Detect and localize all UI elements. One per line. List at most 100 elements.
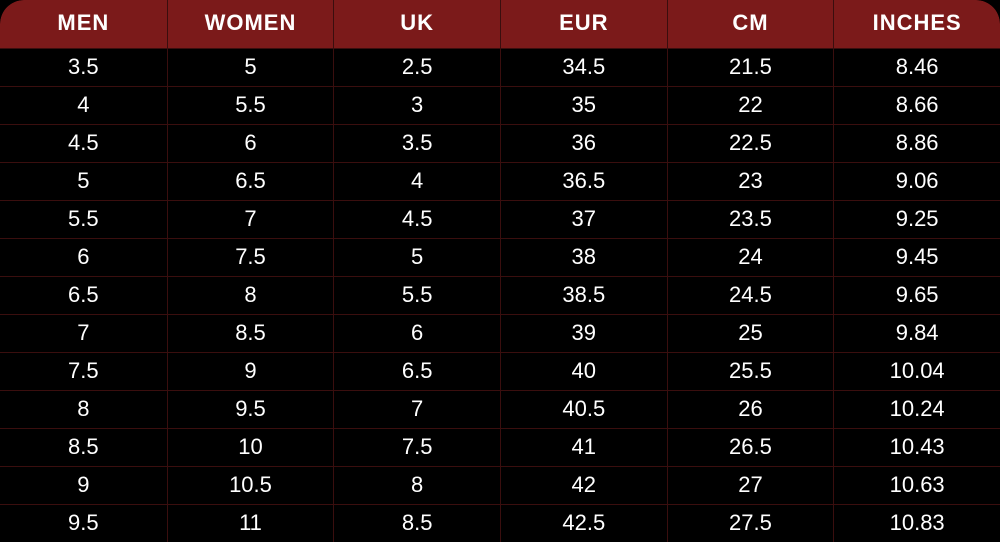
col-header-cm: CM <box>667 0 834 48</box>
table-cell: 5 <box>333 238 500 276</box>
table-cell: 7.5 <box>0 352 167 390</box>
col-header-uk: UK <box>333 0 500 48</box>
table-cell: 23.5 <box>667 200 834 238</box>
table-cell: 9.06 <box>833 162 1000 200</box>
table-cell: 9.25 <box>833 200 1000 238</box>
table-row: 56.5436.5239.06 <box>0 162 1000 200</box>
table-cell: 35 <box>500 86 667 124</box>
table-cell: 9.65 <box>833 276 1000 314</box>
table-cell: 26.5 <box>667 428 834 466</box>
table-cell: 38 <box>500 238 667 276</box>
table-cell: 4.5 <box>333 200 500 238</box>
table-row: 910.58422710.63 <box>0 466 1000 504</box>
table-cell: 8.66 <box>833 86 1000 124</box>
table-row: 45.5335228.66 <box>0 86 1000 124</box>
table-cell: 5 <box>0 162 167 200</box>
table-cell: 23 <box>667 162 834 200</box>
table-cell: 6.5 <box>333 352 500 390</box>
table-row: 7.596.54025.510.04 <box>0 352 1000 390</box>
table-cell: 6 <box>0 238 167 276</box>
table-cell: 8 <box>333 466 500 504</box>
table-cell: 3 <box>333 86 500 124</box>
table-cell: 42.5 <box>500 504 667 542</box>
table-cell: 10.04 <box>833 352 1000 390</box>
table-cell: 9 <box>0 466 167 504</box>
table-cell: 25 <box>667 314 834 352</box>
table-row: 4.563.53622.58.86 <box>0 124 1000 162</box>
table-cell: 36.5 <box>500 162 667 200</box>
table-cell: 3.5 <box>0 48 167 86</box>
table-cell: 5.5 <box>0 200 167 238</box>
table-cell: 38.5 <box>500 276 667 314</box>
table-cell: 9.5 <box>167 390 334 428</box>
table-cell: 11 <box>167 504 334 542</box>
table-cell: 8.46 <box>833 48 1000 86</box>
table-cell: 9.45 <box>833 238 1000 276</box>
table-cell: 8 <box>0 390 167 428</box>
table-cell: 6.5 <box>167 162 334 200</box>
col-header-women: WOMEN <box>167 0 334 48</box>
table-row: 3.552.534.521.58.46 <box>0 48 1000 86</box>
table-cell: 4 <box>0 86 167 124</box>
table-cell: 8.5 <box>0 428 167 466</box>
table-cell: 6 <box>333 314 500 352</box>
table-cell: 8 <box>167 276 334 314</box>
table-body: 3.552.534.521.58.4645.5335228.664.563.53… <box>0 48 1000 542</box>
table-cell: 10.24 <box>833 390 1000 428</box>
table-cell: 5.5 <box>167 86 334 124</box>
table-cell: 4 <box>333 162 500 200</box>
table-cell: 4.5 <box>0 124 167 162</box>
table-cell: 10 <box>167 428 334 466</box>
table-cell: 26 <box>667 390 834 428</box>
table-cell: 41 <box>500 428 667 466</box>
table-cell: 2.5 <box>333 48 500 86</box>
table-header-row: MEN WOMEN UK EUR CM INCHES <box>0 0 1000 48</box>
table-cell: 37 <box>500 200 667 238</box>
table-cell: 6.5 <box>0 276 167 314</box>
table-cell: 6 <box>167 124 334 162</box>
col-header-inches: INCHES <box>833 0 1000 48</box>
table-row: 9.5118.542.527.510.83 <box>0 504 1000 542</box>
table-row: 6.585.538.524.59.65 <box>0 276 1000 314</box>
table-cell: 7.5 <box>333 428 500 466</box>
table-row: 8.5107.54126.510.43 <box>0 428 1000 466</box>
table-cell: 34.5 <box>500 48 667 86</box>
table-cell: 7 <box>333 390 500 428</box>
table-cell: 40.5 <box>500 390 667 428</box>
table-row: 5.574.53723.59.25 <box>0 200 1000 238</box>
size-chart-table: MEN WOMEN UK EUR CM INCHES 3.552.534.521… <box>0 0 1000 542</box>
table-cell: 10.63 <box>833 466 1000 504</box>
table-cell: 25.5 <box>667 352 834 390</box>
table-cell: 24.5 <box>667 276 834 314</box>
table-cell: 5 <box>167 48 334 86</box>
col-header-eur: EUR <box>500 0 667 48</box>
table-cell: 8.5 <box>333 504 500 542</box>
table-cell: 27.5 <box>667 504 834 542</box>
table-cell: 9.84 <box>833 314 1000 352</box>
table-cell: 27 <box>667 466 834 504</box>
table-cell: 9 <box>167 352 334 390</box>
table-cell: 36 <box>500 124 667 162</box>
table-cell: 21.5 <box>667 48 834 86</box>
table-cell: 10.83 <box>833 504 1000 542</box>
table-cell: 9.5 <box>0 504 167 542</box>
table-row: 89.5740.52610.24 <box>0 390 1000 428</box>
table-row: 67.5538249.45 <box>0 238 1000 276</box>
table-cell: 7 <box>167 200 334 238</box>
table-cell: 7 <box>0 314 167 352</box>
table-cell: 22.5 <box>667 124 834 162</box>
table-cell: 10.5 <box>167 466 334 504</box>
table-row: 78.5639259.84 <box>0 314 1000 352</box>
table-cell: 42 <box>500 466 667 504</box>
table-cell: 40 <box>500 352 667 390</box>
table-cell: 24 <box>667 238 834 276</box>
table-cell: 39 <box>500 314 667 352</box>
table-cell: 5.5 <box>333 276 500 314</box>
col-header-men: MEN <box>0 0 167 48</box>
table-cell: 8.5 <box>167 314 334 352</box>
table-cell: 22 <box>667 86 834 124</box>
table-cell: 3.5 <box>333 124 500 162</box>
table-cell: 8.86 <box>833 124 1000 162</box>
table-cell: 7.5 <box>167 238 334 276</box>
table-cell: 10.43 <box>833 428 1000 466</box>
